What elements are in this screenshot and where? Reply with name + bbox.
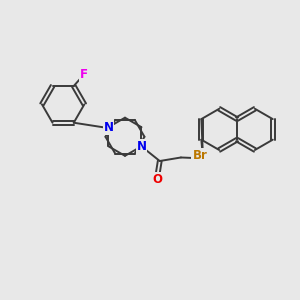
Text: N: N <box>136 140 146 153</box>
Text: F: F <box>80 68 88 81</box>
Text: Br: Br <box>192 148 207 161</box>
Text: N: N <box>103 121 113 134</box>
Text: O: O <box>152 173 162 186</box>
Text: O: O <box>194 152 204 165</box>
